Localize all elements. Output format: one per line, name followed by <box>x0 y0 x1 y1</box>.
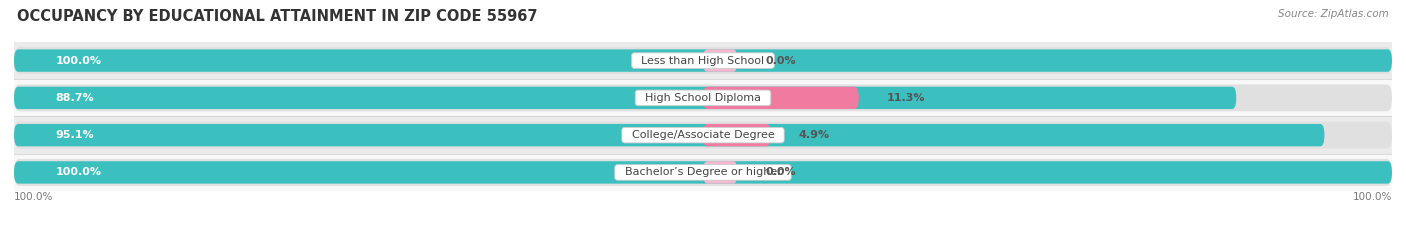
Text: High School Diploma: High School Diploma <box>638 93 768 103</box>
Text: 11.3%: 11.3% <box>886 93 925 103</box>
Bar <box>14 154 1392 191</box>
Text: 100.0%: 100.0% <box>55 168 101 177</box>
Text: 100.0%: 100.0% <box>55 56 101 65</box>
Text: 88.7%: 88.7% <box>55 93 94 103</box>
FancyBboxPatch shape <box>14 49 1392 72</box>
Text: 0.0%: 0.0% <box>765 168 796 177</box>
Text: Source: ZipAtlas.com: Source: ZipAtlas.com <box>1278 9 1389 19</box>
Bar <box>14 79 1392 116</box>
Bar <box>14 116 1392 154</box>
FancyBboxPatch shape <box>14 124 1324 146</box>
Text: 0.0%: 0.0% <box>765 56 796 65</box>
Text: College/Associate Degree: College/Associate Degree <box>624 130 782 140</box>
FancyBboxPatch shape <box>703 124 770 146</box>
FancyBboxPatch shape <box>703 161 738 184</box>
Text: 100.0%: 100.0% <box>14 192 53 202</box>
FancyBboxPatch shape <box>14 122 1392 149</box>
Text: OCCUPANCY BY EDUCATIONAL ATTAINMENT IN ZIP CODE 55967: OCCUPANCY BY EDUCATIONAL ATTAINMENT IN Z… <box>17 9 537 24</box>
Text: 100.0%: 100.0% <box>1353 192 1392 202</box>
FancyBboxPatch shape <box>14 47 1392 74</box>
FancyBboxPatch shape <box>14 84 1392 111</box>
FancyBboxPatch shape <box>14 87 1236 109</box>
Text: Bachelor’s Degree or higher: Bachelor’s Degree or higher <box>617 168 789 177</box>
Text: 95.1%: 95.1% <box>55 130 94 140</box>
Bar <box>14 42 1392 79</box>
FancyBboxPatch shape <box>703 49 738 72</box>
FancyBboxPatch shape <box>703 87 859 109</box>
FancyBboxPatch shape <box>14 159 1392 186</box>
FancyBboxPatch shape <box>14 161 1392 184</box>
Text: 4.9%: 4.9% <box>799 130 830 140</box>
Text: Less than High School: Less than High School <box>634 56 772 65</box>
